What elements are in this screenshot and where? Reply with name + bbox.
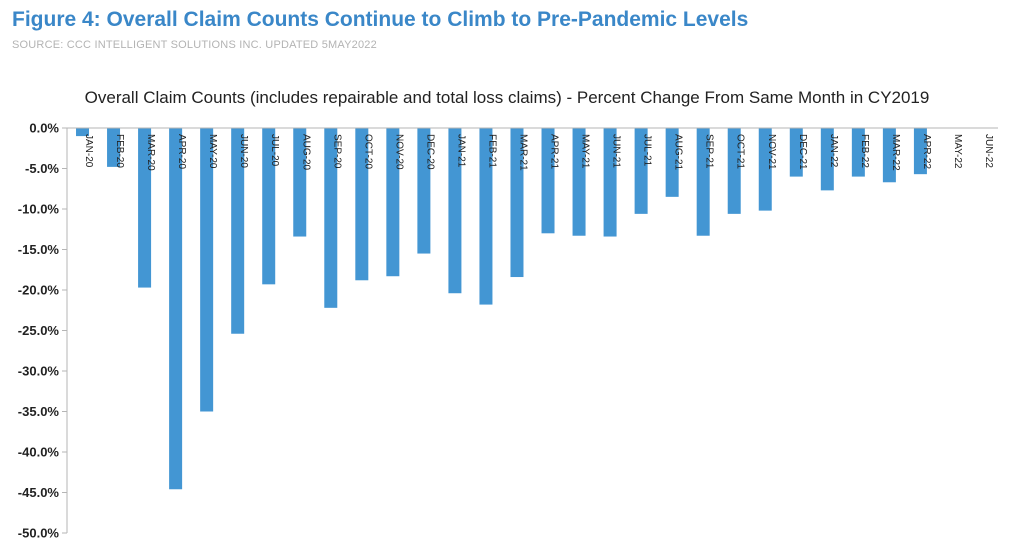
bar <box>386 128 400 277</box>
x-tick-label: SEP-21 <box>704 134 715 169</box>
bar <box>882 128 896 183</box>
x-axis: JAN-20 FEB-20 MAR-20 APR-20 MAY-20 JUN-20 JUL-… <box>67 127 998 171</box>
x-tick-label: JUL-20 <box>269 134 280 167</box>
x-tick-label: FEB-22 <box>859 134 870 168</box>
x-tick-label: JAN-20 <box>83 134 94 168</box>
x-tick-label: APR-20 <box>176 134 187 169</box>
x-tick-label: JUN-20 <box>238 134 249 168</box>
bar <box>727 128 741 214</box>
x-tick-label: DEC-21 <box>797 134 808 170</box>
y-tick-label: 0.0% <box>29 121 59 136</box>
y-tick-label: -40.0% <box>18 445 60 460</box>
x-tick-label: JAN-21 <box>455 134 466 168</box>
y-tick-label: -50.0% <box>18 526 60 541</box>
x-tick-label: OCT-20 <box>362 134 373 169</box>
x-tick-label: JUL-21 <box>642 134 653 167</box>
x-tick-label: JUN-21 <box>611 134 622 168</box>
bar <box>758 128 772 211</box>
y-tick-label: -35.0% <box>18 404 60 419</box>
x-tick-label: JAN-22 <box>828 134 839 168</box>
x-tick-label: AUG-21 <box>673 134 684 171</box>
bar <box>851 128 865 177</box>
bar <box>820 128 834 191</box>
bar <box>231 128 245 334</box>
bar <box>603 128 617 237</box>
bar <box>541 128 555 234</box>
x-tick-label: DEC-20 <box>424 134 435 170</box>
y-tick-label: -10.0% <box>18 202 60 217</box>
y-tick-label: -15.0% <box>18 242 60 257</box>
x-tick-label: FEB-21 <box>486 134 497 168</box>
x-tick-label: FEB-20 <box>114 134 125 168</box>
bars-group <box>76 128 927 490</box>
bar <box>169 128 183 490</box>
x-tick-label: MAR-22 <box>890 134 901 171</box>
bar <box>789 128 803 177</box>
x-tick-label: MAY-21 <box>580 134 591 169</box>
bar <box>696 128 710 236</box>
bar <box>665 128 679 197</box>
bar <box>634 128 648 214</box>
y-tick-label: -20.0% <box>18 283 60 298</box>
y-axis: 0.0% -5.0% -10.0% -15.0% -20.0% -25.0% -30.0% -… <box>18 121 68 541</box>
x-tick-label: MAY-22 <box>952 134 963 169</box>
y-tick-label: -30.0% <box>18 364 60 379</box>
figure-title: Figure 4: Overall Claim Counts Continue … <box>12 8 749 31</box>
bar <box>200 128 214 412</box>
bar <box>448 128 462 294</box>
x-tick-label: APR-22 <box>921 134 932 169</box>
bar <box>355 128 369 281</box>
bar <box>417 128 431 254</box>
x-tick-label: MAR-21 <box>517 134 528 171</box>
x-tick-label: NOV-20 <box>393 134 404 170</box>
bar <box>913 128 927 175</box>
bar <box>262 128 276 285</box>
x-tick-label: AUG-20 <box>300 134 311 171</box>
bar <box>324 128 338 308</box>
bar <box>479 128 493 305</box>
y-tick-label: -45.0% <box>18 485 60 500</box>
y-tick-label: -5.0% <box>25 161 59 176</box>
bar <box>76 128 90 137</box>
x-tick-label: JUN-22 <box>983 134 994 168</box>
bar <box>293 128 307 237</box>
bar <box>510 128 524 278</box>
source-note: SOURCE: CCC INTELLIGENT SOLUTIONS INC. U… <box>12 39 377 51</box>
x-tick-label: OCT-21 <box>735 134 746 169</box>
x-tick-label: NOV-21 <box>766 134 777 170</box>
bar <box>572 128 586 236</box>
y-tick-label: -25.0% <box>18 323 60 338</box>
x-tick-label: APR-21 <box>549 134 560 169</box>
x-tick-label: MAR-20 <box>145 134 156 171</box>
bar <box>138 128 152 288</box>
x-tick-label: MAY-20 <box>207 134 218 169</box>
bar <box>107 128 121 167</box>
x-tick-label: SEP-20 <box>331 134 342 169</box>
chart-title: Overall Claim Counts (includes repairabl… <box>85 88 930 107</box>
